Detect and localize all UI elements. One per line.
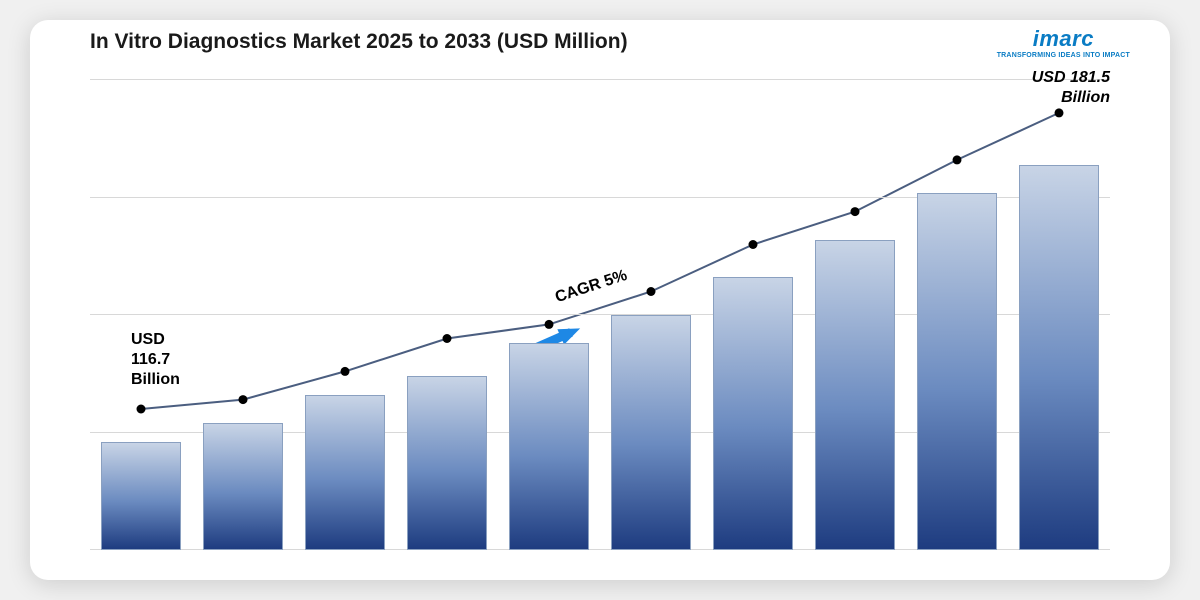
bar: [203, 423, 283, 550]
chart-title: In Vitro Diagnostics Market 2025 to 2033…: [90, 30, 628, 54]
data-marker: [1055, 108, 1064, 117]
data-marker: [137, 405, 146, 414]
bar: [305, 395, 385, 550]
chart-frame: In Vitro Diagnostics Market 2025 to 2033…: [30, 20, 1170, 580]
bar: [815, 240, 895, 550]
grid-line: [90, 79, 1110, 80]
data-marker: [749, 240, 758, 249]
end-value-label: USD 181.5 Billion: [1032, 68, 1110, 108]
bar: [509, 343, 589, 550]
bar: [611, 315, 691, 550]
bar: [101, 442, 181, 550]
data-marker: [443, 334, 452, 343]
bar: [407, 376, 487, 550]
bar: [713, 277, 793, 550]
chart-area: USD 116.7 BillionUSD 181.5 BillionCAGR 5…: [90, 80, 1110, 550]
data-marker: [239, 395, 248, 404]
start-value-label: USD 116.7 Billion: [131, 330, 180, 390]
data-marker: [545, 320, 554, 329]
data-marker: [953, 155, 962, 164]
logo-tagline: TRANSFORMING IDEAS INTO IMPACT: [997, 52, 1130, 59]
logo-text: imarc: [997, 26, 1130, 52]
data-marker: [341, 367, 350, 376]
cagr-label: CAGR 5%: [553, 267, 630, 307]
data-marker: [851, 207, 860, 216]
bar: [917, 193, 997, 550]
data-marker: [647, 287, 656, 296]
brand-logo: imarc TRANSFORMING IDEAS INTO IMPACT: [997, 26, 1130, 59]
bar: [1019, 165, 1099, 550]
